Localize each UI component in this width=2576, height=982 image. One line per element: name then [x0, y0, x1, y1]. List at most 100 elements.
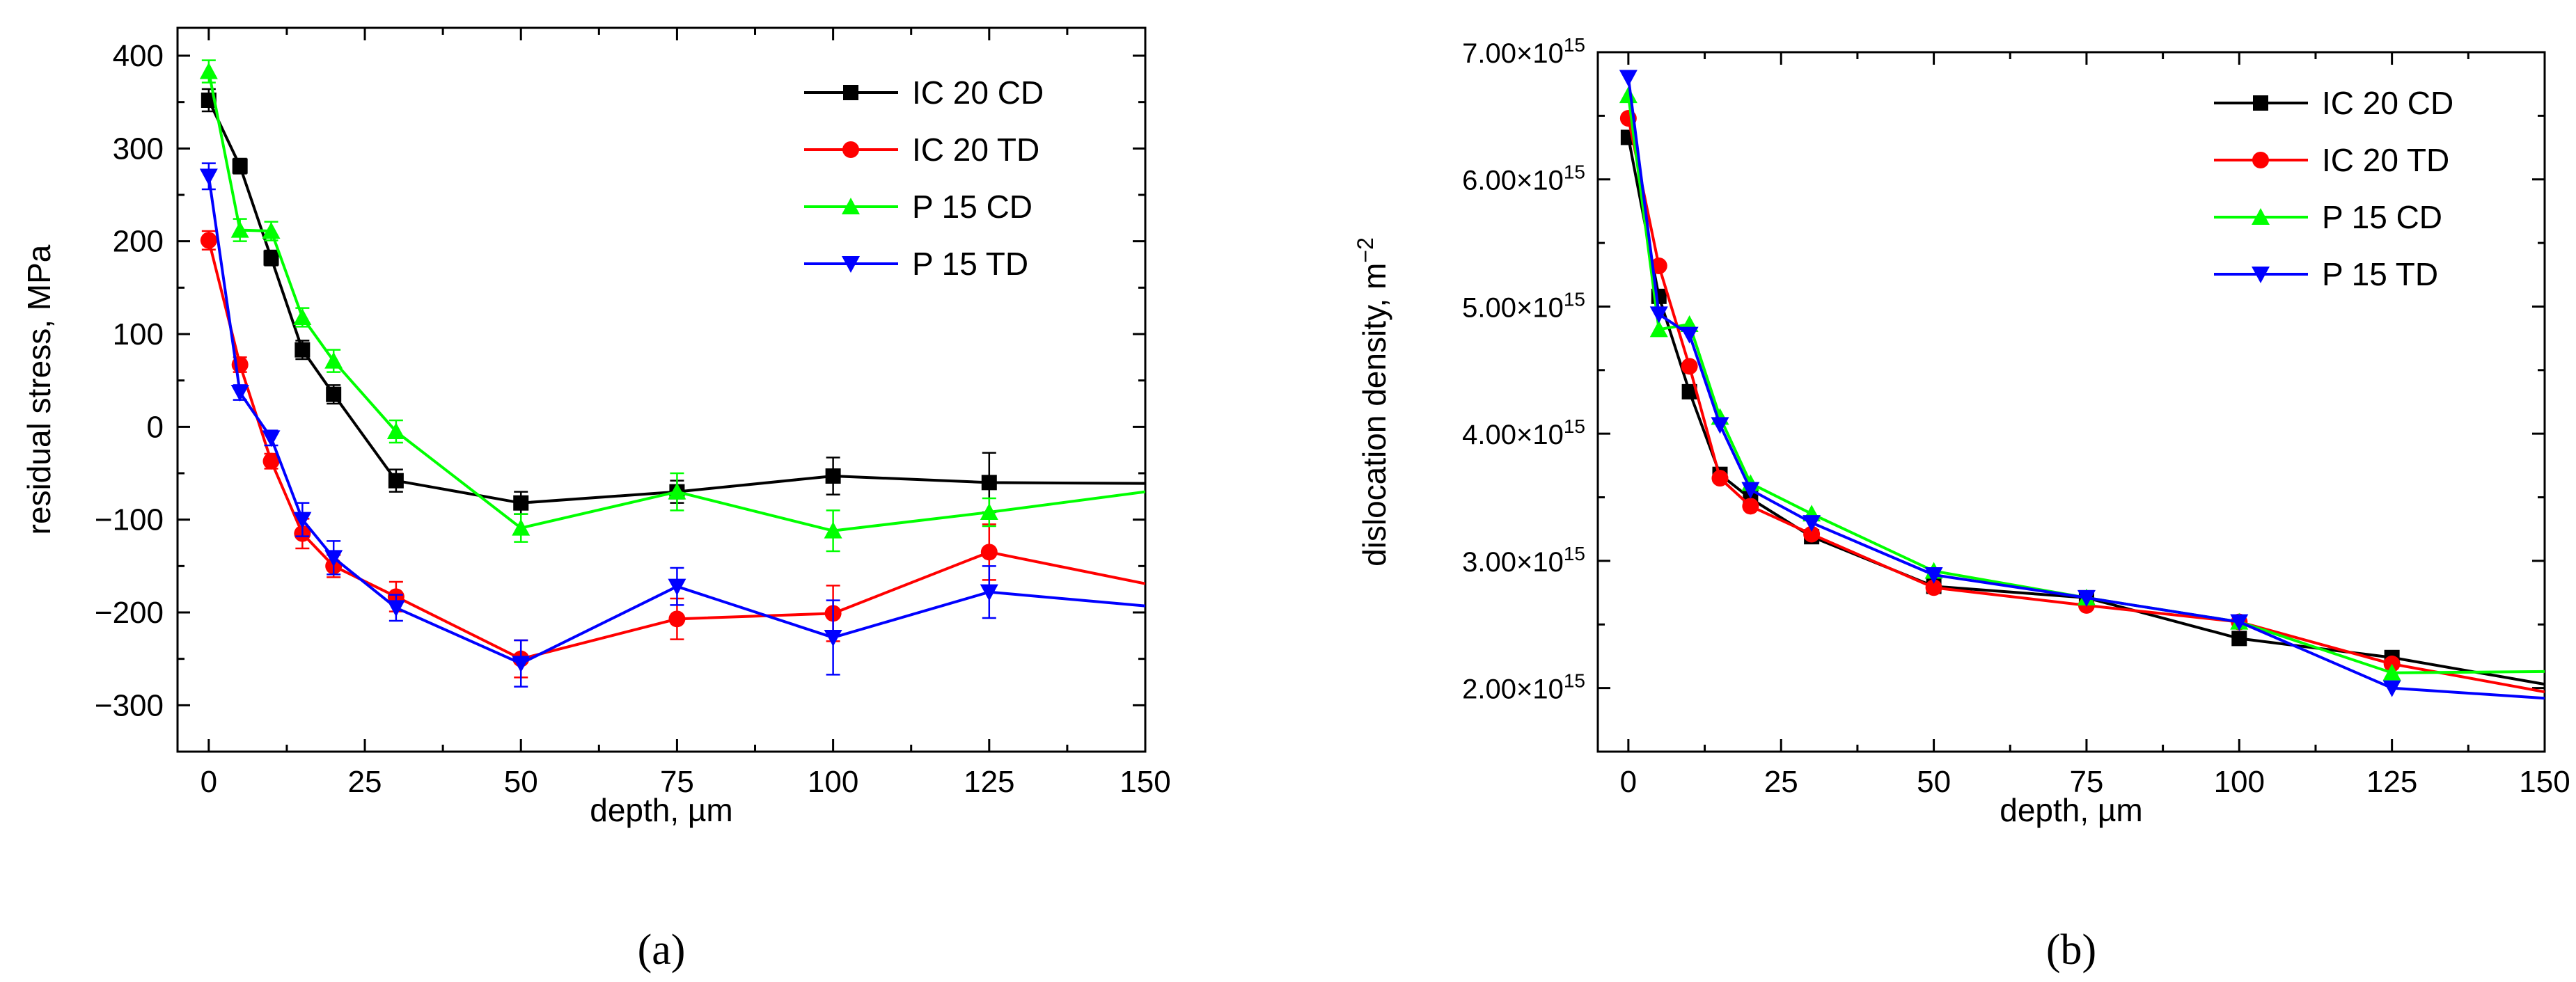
legend-label: IC 20 CD [912, 74, 1044, 111]
y-axis-label-text: residual stress, MPa [21, 244, 57, 534]
x-tick-label: 0 [201, 765, 217, 799]
data-point [262, 430, 281, 448]
data-point [230, 385, 249, 402]
data-point [232, 158, 248, 174]
data-point [1924, 567, 1943, 585]
data-point [326, 386, 342, 402]
plot-frame [176, 26, 1147, 753]
y-tick-label: −300 [95, 688, 164, 722]
y-tick-label: 100 [113, 317, 164, 351]
y-axis-label: residual stress, MPa [21, 244, 57, 534]
legend-label: P 15 CD [912, 189, 1032, 225]
legend-marker [2252, 267, 2270, 283]
data-point [513, 495, 529, 511]
chart-panel-b: 0 25 50 75 100 125 1502.00×10153.00×10154.00×1… [1353, 34, 2570, 974]
data-point [2077, 589, 2096, 607]
data-point [1711, 417, 1729, 434]
y-tick-label: 4.00×1015 [1462, 415, 1585, 450]
data-point [1741, 482, 1760, 499]
data-point [980, 544, 998, 561]
legend-label: P 15 TD [2322, 256, 2438, 292]
legend-label: IC 20 TD [2322, 142, 2449, 178]
x-axis-label: depth, µm [590, 792, 733, 828]
data-point [668, 482, 686, 500]
y-tick-exponent: 15 [1564, 670, 1585, 692]
x-tick-label: 125 [964, 765, 1014, 799]
data-point [1649, 320, 1668, 338]
y-tick-mantissa: 6.00×10 [1462, 166, 1564, 196]
data-point [2231, 631, 2247, 647]
data-point [980, 503, 998, 520]
y-tick-exponent: 15 [1564, 543, 1585, 564]
data-point [1619, 86, 1638, 104]
y-tick-label: 3.00×1015 [1462, 543, 1585, 578]
series-line [1626, 95, 2545, 674]
data-point [1680, 326, 1699, 344]
legend-marker [842, 198, 860, 214]
x-tick-label: 75 [2069, 765, 2103, 799]
chart-panel-a: 0 25 50 75 100 125 150 −300 −200 −100 0 100 200 300 40… [21, 26, 1171, 974]
x-tick-label: 125 [2366, 765, 2417, 799]
data-point [824, 630, 842, 647]
data-point [1650, 257, 1667, 274]
panel-label: (b) [2046, 926, 2096, 974]
x-tick-label: 25 [1764, 765, 1798, 799]
y-tick-exponent: 15 [1564, 161, 1585, 183]
y-tick-mantissa: 7.00×10 [1462, 38, 1564, 69]
data-point [1681, 383, 1697, 399]
data-point [324, 351, 343, 369]
data-point [1803, 515, 1821, 532]
y-tick-mantissa: 4.00×10 [1462, 420, 1564, 450]
data-point [262, 222, 281, 239]
x-tick-label: 150 [2519, 765, 2570, 799]
legend-entry: P 15 TD [804, 246, 1028, 282]
y-axis-label-text: dislocation density, m [1356, 263, 1392, 567]
legend-entry: IC 20 CD [804, 74, 1044, 111]
data-point [2382, 663, 2401, 681]
data-point [980, 584, 998, 601]
data-point [388, 473, 404, 489]
series-p-15-td [199, 162, 1145, 688]
data-point [1711, 470, 1729, 487]
legend-entry: IC 20 TD [804, 132, 1039, 168]
legend-label: IC 20 CD [2322, 85, 2453, 121]
y-tick-exponent: 15 [1564, 34, 1585, 56]
y-tick-label: 2.00×1015 [1462, 670, 1585, 705]
data-point [2230, 614, 2249, 631]
data-point [1619, 70, 1638, 87]
plot-frame [1596, 51, 2546, 753]
y-tick-label: −100 [95, 503, 164, 537]
data-point [668, 610, 686, 628]
data-point [293, 308, 312, 325]
y-tick-mantissa: 5.00×10 [1462, 292, 1564, 323]
legend-marker [843, 85, 858, 100]
y-tick-label: 200 [113, 225, 164, 259]
y-tick-exponent: 15 [1564, 288, 1585, 310]
x-tick-label: 100 [2214, 765, 2265, 799]
legend-entry: P 15 TD [2214, 256, 2438, 292]
data-point [1803, 525, 1821, 543]
data-point [825, 468, 841, 484]
panel-label: (a) [638, 926, 686, 974]
series-p-15-cd [199, 59, 1145, 553]
legend-marker [2252, 152, 2269, 168]
data-point [200, 232, 217, 249]
x-axis-label: depth, µm [2000, 792, 2143, 828]
data-point [386, 422, 405, 439]
y-tick-label: 0 [147, 410, 164, 444]
data-point [2382, 680, 2401, 697]
series-ic-20-td [200, 230, 1145, 679]
legend-entry: P 15 CD [804, 189, 1032, 225]
y-tick-label: 400 [113, 39, 164, 73]
data-point [262, 452, 280, 470]
data-point [386, 600, 405, 617]
y-tick-label: 5.00×1015 [1462, 288, 1585, 323]
data-point [512, 518, 531, 536]
legend-entry: IC 20 TD [2214, 142, 2449, 178]
legend-marker [2252, 208, 2270, 225]
y-tick-mantissa: 3.00×10 [1462, 547, 1564, 578]
data-point [1742, 498, 1759, 515]
data-point [199, 62, 218, 79]
x-tick-label: 25 [348, 765, 382, 799]
